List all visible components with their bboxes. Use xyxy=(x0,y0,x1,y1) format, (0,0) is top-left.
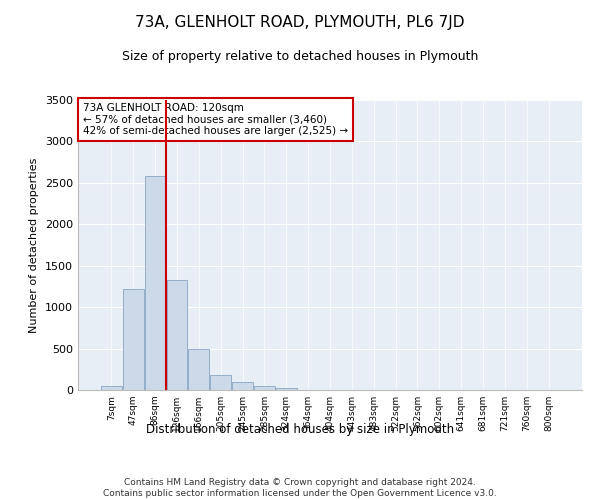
Bar xyxy=(232,382,253,390)
Bar xyxy=(101,386,122,390)
Bar xyxy=(167,280,187,390)
Text: Contains HM Land Registry data © Crown copyright and database right 2024.
Contai: Contains HM Land Registry data © Crown c… xyxy=(103,478,497,498)
Y-axis label: Number of detached properties: Number of detached properties xyxy=(29,158,40,332)
Bar xyxy=(123,289,143,390)
Bar xyxy=(254,386,275,390)
Bar xyxy=(210,374,231,390)
Bar xyxy=(145,176,166,390)
Text: 73A, GLENHOLT ROAD, PLYMOUTH, PL6 7JD: 73A, GLENHOLT ROAD, PLYMOUTH, PL6 7JD xyxy=(135,15,465,30)
Bar xyxy=(188,350,209,390)
Text: Size of property relative to detached houses in Plymouth: Size of property relative to detached ho… xyxy=(122,50,478,63)
Text: 73A GLENHOLT ROAD: 120sqm
← 57% of detached houses are smaller (3,460)
42% of se: 73A GLENHOLT ROAD: 120sqm ← 57% of detac… xyxy=(83,103,348,136)
Bar xyxy=(276,388,296,390)
Text: Distribution of detached houses by size in Plymouth: Distribution of detached houses by size … xyxy=(146,422,454,436)
